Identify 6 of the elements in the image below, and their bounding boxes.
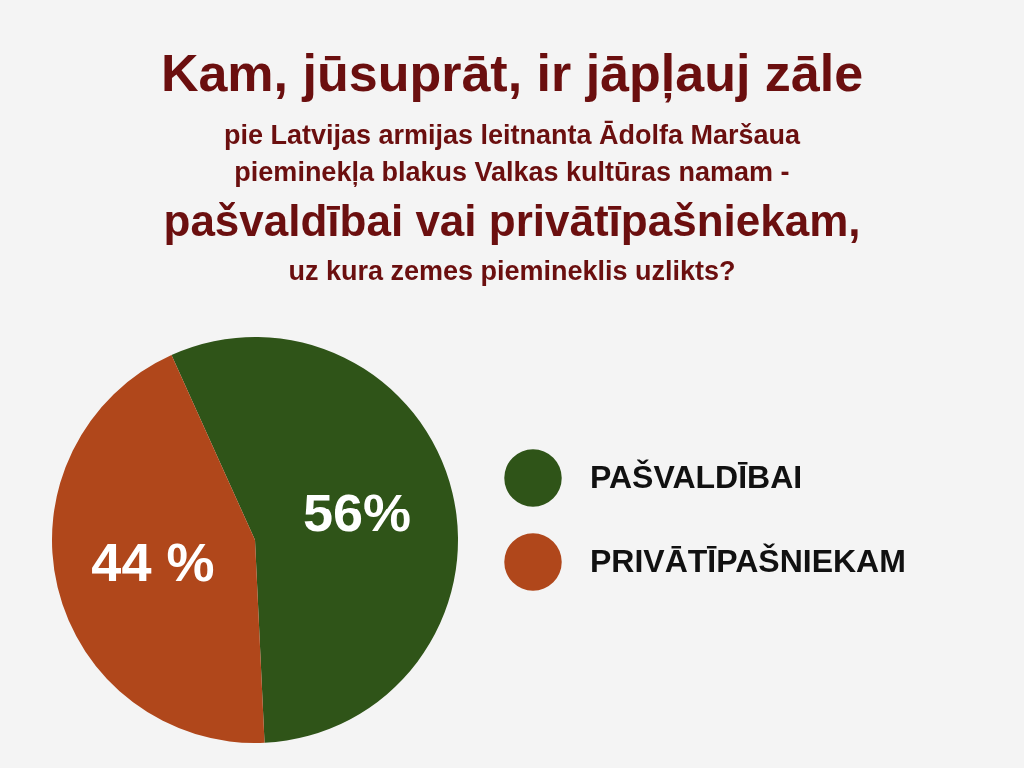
data-label: 56% (303, 482, 412, 543)
data-label: 44 % (91, 531, 215, 592)
chart-title: Kam, jūsuprāt, ir jāpļauj zāle pie Latvijas armijas leitnanta Ādolfa Maršaua pieminekļa blakus Valkas kultūras namam - pašvaldībai vai privātīpašniekam, uz kura zemes piemineklis uzlikts? (159, 44, 865, 288)
legend-label: PAŠVALDĪBAI (590, 459, 803, 495)
pie-slice (52, 354, 265, 743)
legend-label: PRIVĀTĪPAŠNIEKAM (590, 543, 906, 579)
